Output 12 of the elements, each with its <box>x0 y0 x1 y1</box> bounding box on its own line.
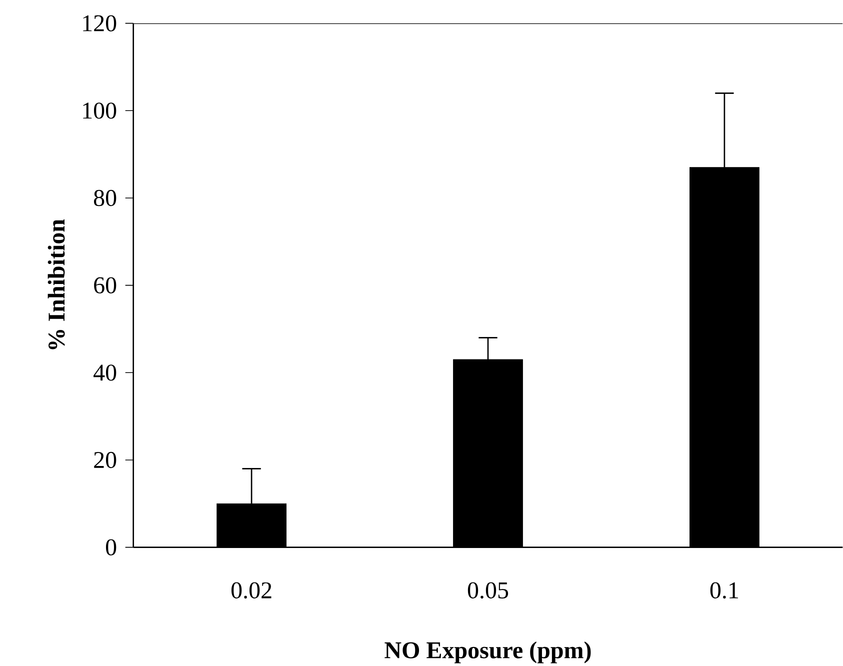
y-tick-label: 20 <box>94 452 116 468</box>
x-tick-label: 0.1 <box>710 582 738 599</box>
y-tick-label: 0 <box>106 539 116 556</box>
x-tick-label: 0.02 <box>231 582 272 599</box>
x-tick-label: 0.05 <box>468 582 508 599</box>
y-axis-title: % Inhibition <box>48 219 65 350</box>
y-tick-label: 120 <box>83 15 116 32</box>
y-tick-label: 40 <box>94 364 116 381</box>
x-axis-title: NO Exposure (ppm) <box>384 641 591 664</box>
y-tick-label: 100 <box>83 102 116 119</box>
y-tick-label: 60 <box>94 277 116 294</box>
y-tick-label: 80 <box>94 190 116 206</box>
